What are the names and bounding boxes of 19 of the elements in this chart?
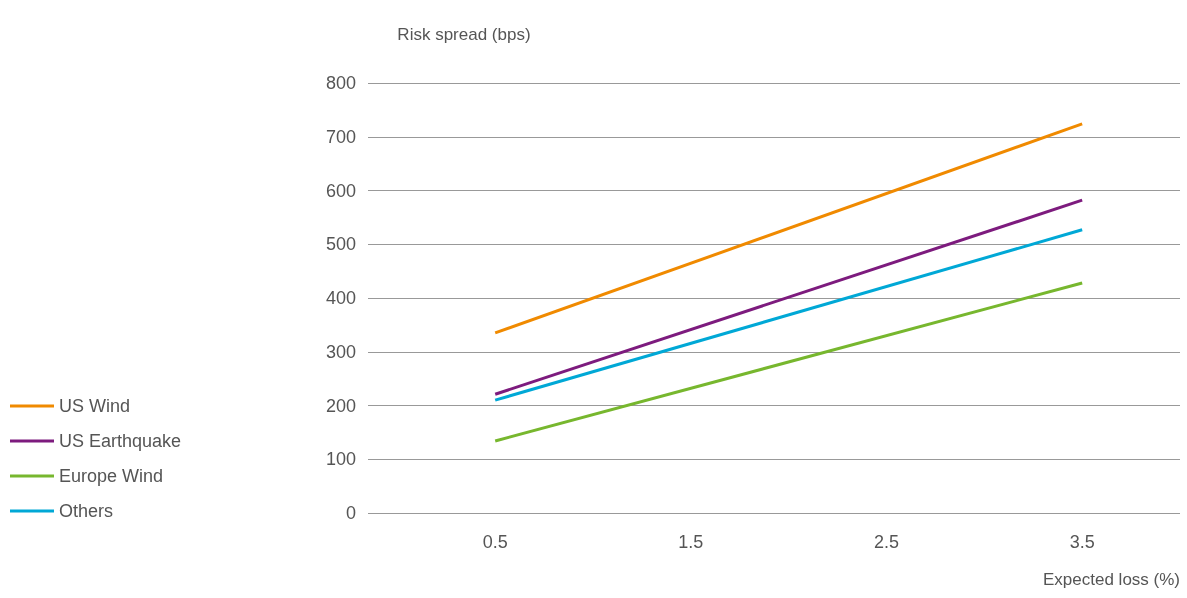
legend-label: US Earthquake (59, 431, 182, 451)
x-axis-title: Expected loss (%) (1043, 570, 1180, 589)
y-tick-label: 500 (325, 234, 356, 255)
x-tick-label: 2.5 (873, 532, 900, 552)
y-tick-label: 400 (325, 288, 356, 308)
x-tick-label: 0.5 (482, 532, 508, 552)
y-tick-label: 300 (325, 341, 356, 362)
x-tick-label: 1.5 (678, 532, 704, 552)
y-tick-label: 700 (325, 126, 356, 147)
y-axis-title: Risk spread (bps) (397, 25, 531, 44)
y-tick-label: 600 (325, 180, 356, 201)
legend-label: Others (59, 501, 114, 521)
y-tick-label: 100 (325, 449, 356, 470)
y-tick-label: 800 (325, 73, 356, 93)
y-tick-label: 0 (345, 503, 356, 523)
y-tick-label: 200 (325, 395, 356, 416)
x-tick-label: 3.5 (1069, 532, 1095, 552)
legend-label: US Wind (59, 396, 131, 416)
legend-label: Europe Wind (59, 466, 164, 486)
